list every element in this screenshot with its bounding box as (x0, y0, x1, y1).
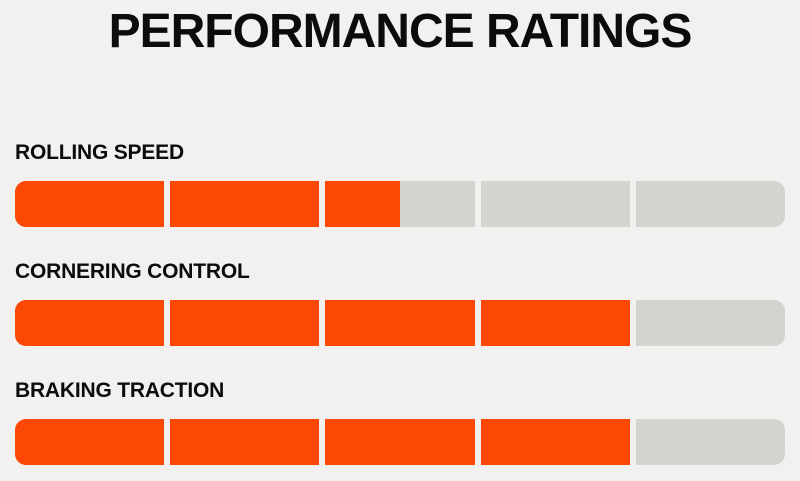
rating-segment (325, 181, 475, 227)
rating-segment (170, 181, 320, 227)
rating-segment (480, 419, 630, 465)
rating-label: BRAKING TRACTION (15, 379, 225, 402)
rating-label: CORNERING CONTROL (15, 260, 250, 283)
rating-segment-fill (15, 300, 165, 346)
rating-segment-fill (15, 419, 165, 465)
rating-segment-fill (480, 419, 630, 465)
rating-segment (15, 181, 165, 227)
rating-segment (635, 181, 785, 227)
rating-segment-fill (325, 419, 475, 465)
rating-segment (325, 419, 475, 465)
rating-segment-fill (480, 300, 630, 346)
rating-bar (15, 300, 785, 346)
rating-segment (325, 300, 475, 346)
rating-segment (170, 419, 320, 465)
rating-segment (15, 419, 165, 465)
rating-label: ROLLING SPEED (15, 141, 184, 164)
rating-segment-fill (325, 300, 475, 346)
rating-segment (170, 300, 320, 346)
ratings-list: ROLLING SPEED CORNERING CONTROL BRAKING TR… (0, 140, 800, 465)
rating-segment-fill (170, 181, 320, 227)
rating-segment (635, 419, 785, 465)
page-title: PERFORMANCE RATINGS (108, 5, 693, 58)
rating-segment-fill (170, 419, 320, 465)
rating-segment-fill (170, 300, 320, 346)
rating-segment (15, 300, 165, 346)
rating-segment (635, 300, 785, 346)
rating-row: ROLLING SPEED (15, 140, 785, 227)
rating-segment (480, 300, 630, 346)
rating-row: CORNERING CONTROL (15, 259, 785, 346)
rating-row: BRAKING TRACTION (15, 378, 785, 465)
rating-bar (15, 181, 785, 227)
rating-segment (480, 181, 630, 227)
rating-segment-fill (15, 181, 165, 227)
rating-segment-fill (325, 181, 400, 227)
rating-bar (15, 419, 785, 465)
